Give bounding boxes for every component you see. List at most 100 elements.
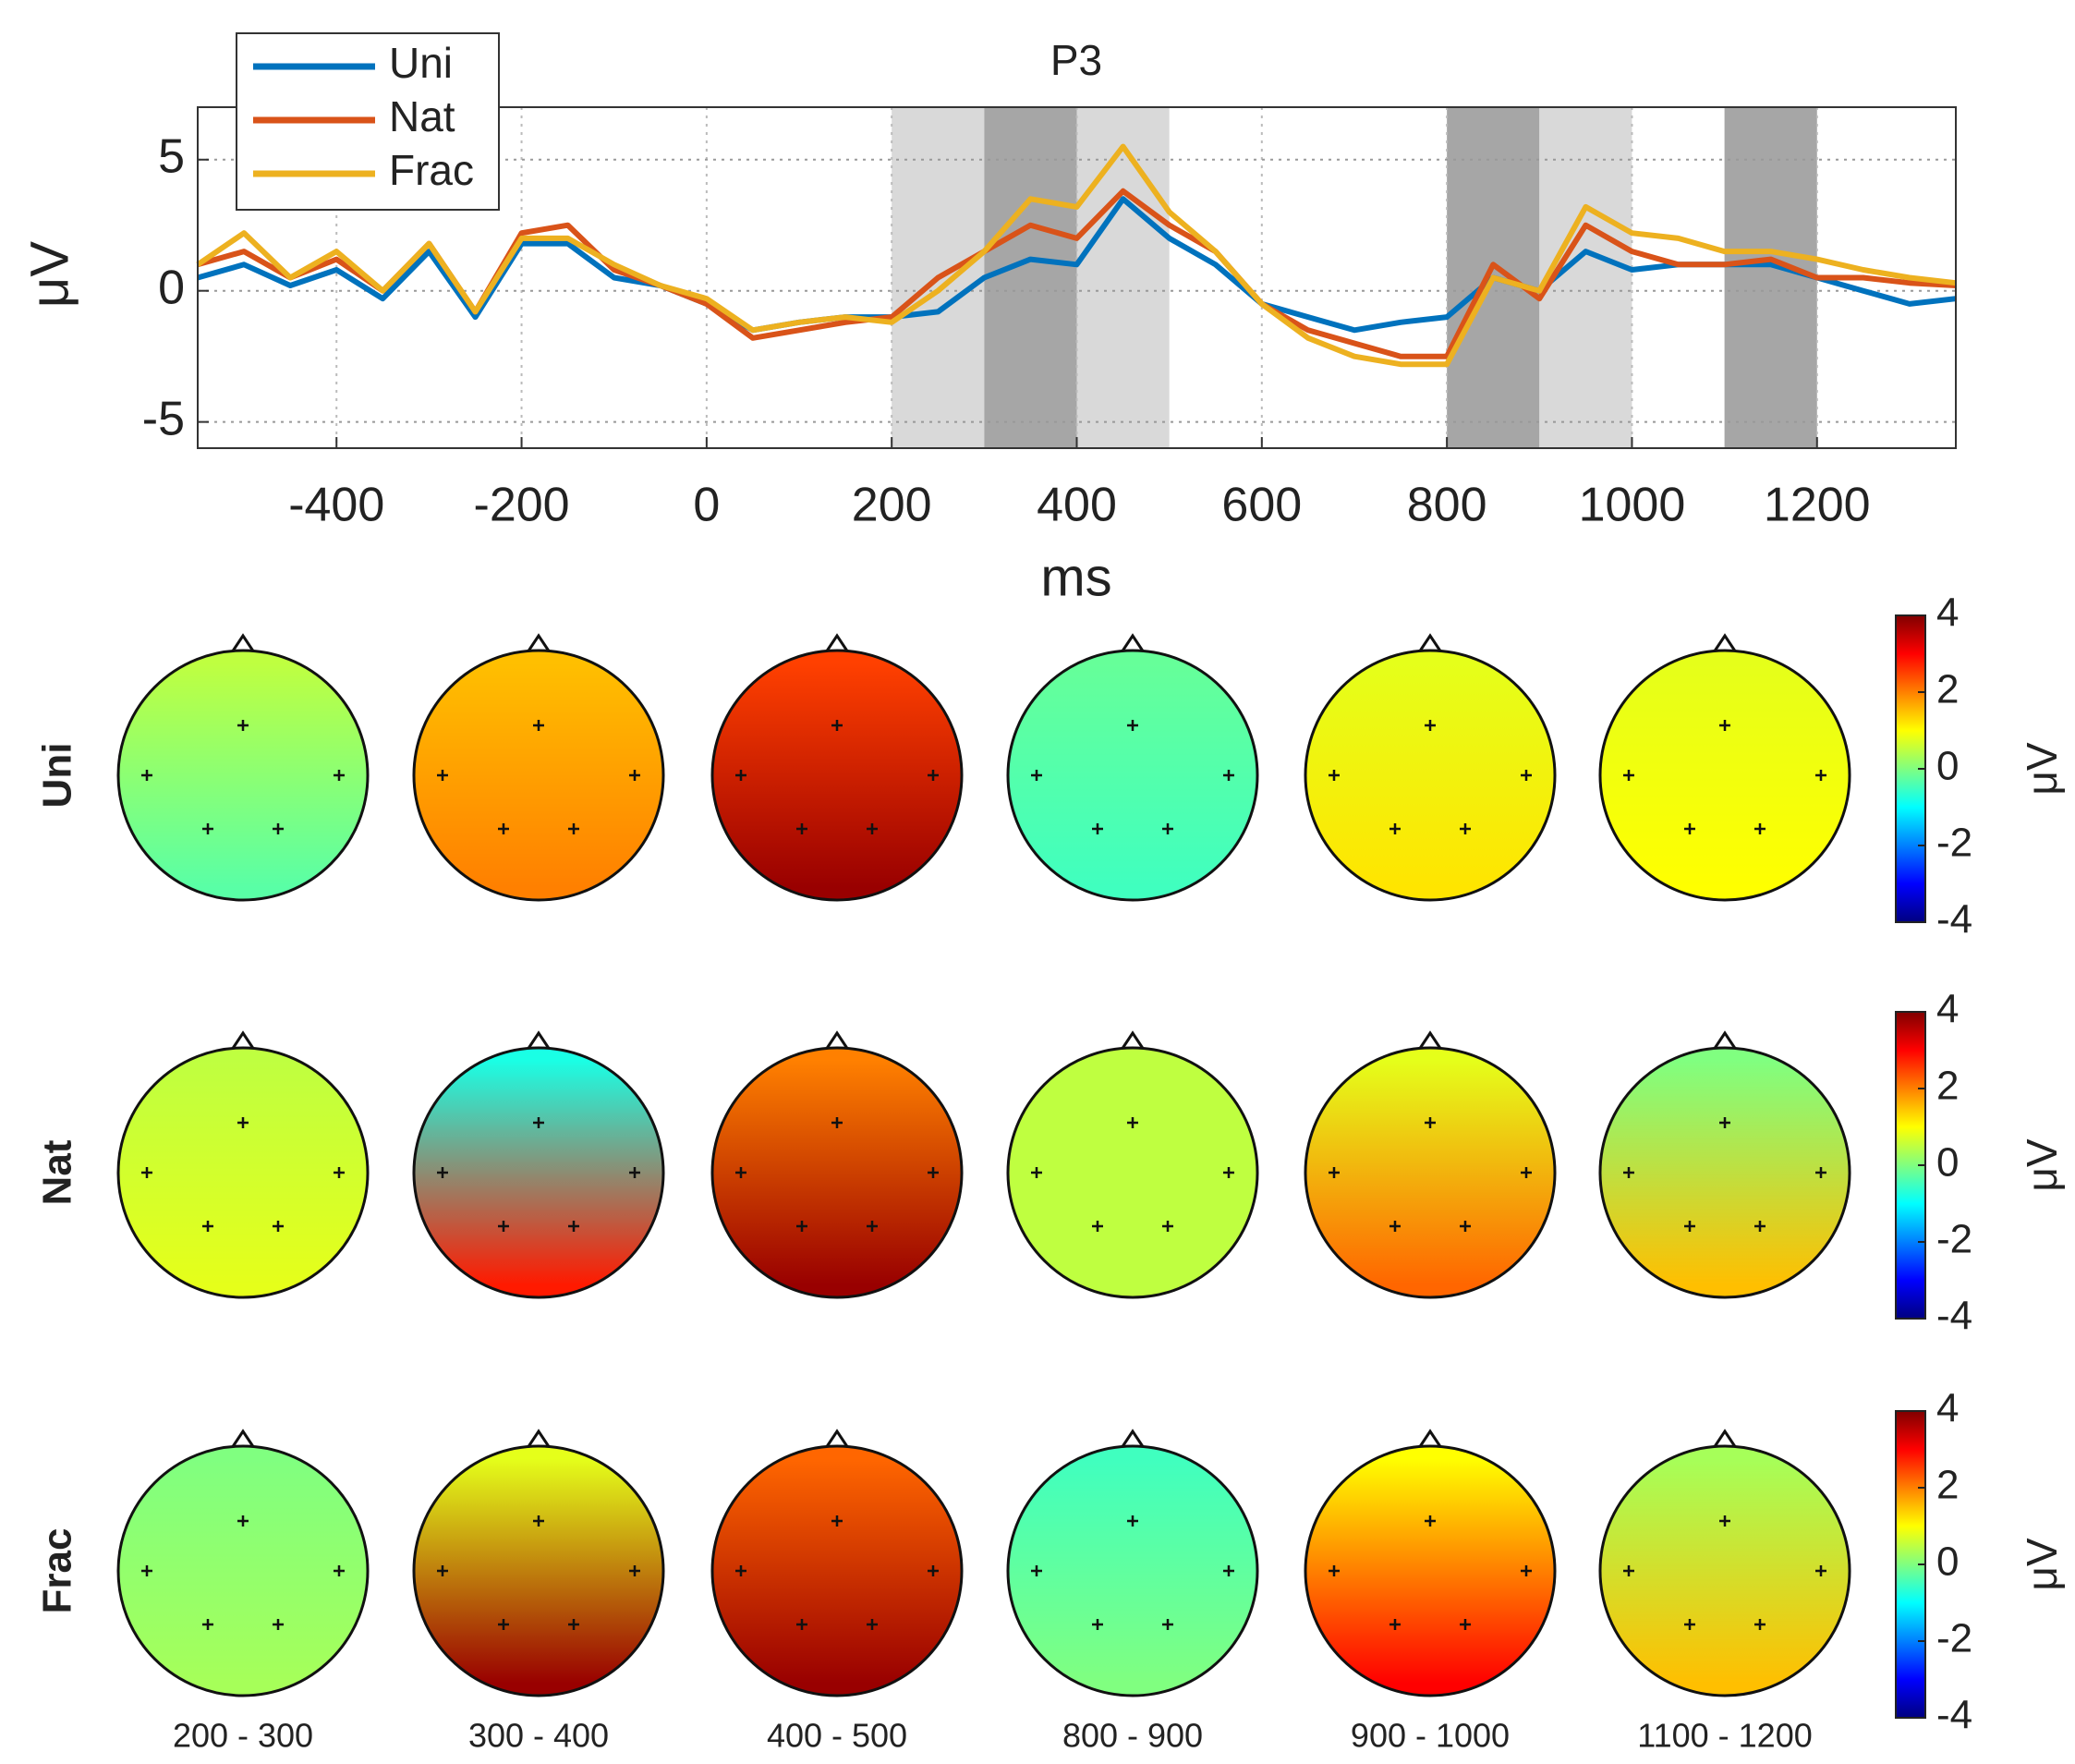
electrode: [1425, 720, 1436, 731]
nose: [1712, 1429, 1738, 1449]
colorbar-tick-label: 2: [1936, 667, 1959, 712]
colorbar-tick-label: 4: [1936, 987, 1959, 1032]
colorbar-tick-label: 2: [1936, 1064, 1959, 1109]
electrode: [202, 1619, 213, 1630]
electrode: [1521, 1565, 1532, 1576]
window-label: 300 - 400: [468, 1717, 609, 1755]
electrode: [1092, 1221, 1103, 1232]
electrode: [1623, 1167, 1634, 1178]
electrode: [735, 1565, 746, 1576]
electrode: [629, 1167, 640, 1178]
topomap: [1598, 649, 1851, 902]
row-label: Frac: [35, 1528, 80, 1614]
electrode: [334, 1565, 345, 1576]
electrode: [1127, 1117, 1138, 1128]
window-label: 900 - 1000: [1351, 1717, 1510, 1755]
electrode: [1754, 823, 1766, 834]
chart-title: P3: [1050, 36, 1102, 84]
electrode: [1719, 720, 1730, 731]
x-tick-label: -200: [474, 479, 570, 532]
colorbar-tick-label: 4: [1936, 1386, 1959, 1431]
electrode: [1684, 823, 1695, 834]
topomap: [1304, 1046, 1557, 1299]
topomap: [710, 1444, 964, 1697]
nose: [1120, 633, 1146, 653]
data-line: [197, 196, 1957, 334]
electrode: [1521, 1167, 1532, 1178]
x-tick-label: 400: [1037, 479, 1117, 532]
x-tick-label: 0: [693, 479, 720, 532]
electrode: [1329, 1565, 1340, 1576]
electrode: [437, 770, 448, 781]
electrode: [1815, 1167, 1826, 1178]
electrode: [334, 770, 345, 781]
topomap: [1304, 649, 1557, 902]
data-line: [196, 143, 1957, 368]
electrode: [1092, 823, 1103, 834]
electrode: [1127, 720, 1138, 731]
electrode: [1425, 1117, 1436, 1128]
topomap: [116, 649, 370, 902]
electrode: [273, 823, 284, 834]
colorbar-label: μV: [2018, 1138, 2066, 1192]
electrode: [533, 1117, 544, 1128]
nose: [526, 1030, 552, 1051]
electrode: [867, 1619, 878, 1630]
topomap: [1006, 1444, 1259, 1697]
electrode: [1127, 1515, 1138, 1527]
row-label: Nat: [35, 1139, 80, 1205]
electrode: [1815, 770, 1826, 781]
colorbar-tick-label: -2: [1936, 1616, 1972, 1661]
electrode: [1521, 770, 1532, 781]
y-axis-label: μV: [19, 241, 79, 308]
electrode: [867, 1221, 878, 1232]
x-tick-label: 600: [1221, 479, 1302, 532]
topomap: [1598, 1046, 1851, 1299]
electrode: [273, 1619, 284, 1630]
electrode: [629, 770, 640, 781]
electrode: [1329, 1167, 1340, 1178]
electrode: [498, 1619, 509, 1630]
electrode: [1460, 1619, 1471, 1630]
y-tick-label: 5: [158, 130, 185, 184]
electrode: [237, 720, 249, 731]
electrode: [1460, 823, 1471, 834]
x-tick-label: 200: [852, 479, 932, 532]
topomap: [116, 1046, 370, 1299]
electrode: [735, 1167, 746, 1178]
colorbar-tick-label: -4: [1936, 897, 1972, 943]
nose: [1417, 1030, 1443, 1051]
nose: [1417, 633, 1443, 653]
nose: [1417, 1429, 1443, 1449]
electrode: [1031, 1565, 1042, 1576]
electrode: [498, 1221, 509, 1232]
time-window: [1724, 107, 1817, 448]
electrode: [533, 720, 544, 731]
electrode: [1815, 1565, 1826, 1576]
electrode: [1031, 1167, 1042, 1178]
topomap: [412, 1444, 665, 1697]
electrode: [237, 1515, 249, 1527]
electrode: [831, 1117, 843, 1128]
colorbar-tick-label: 0: [1936, 744, 1959, 789]
electrode: [1092, 1619, 1103, 1630]
colorbar-label: μV: [2018, 1538, 2066, 1591]
electrode: [735, 770, 746, 781]
electrode: [1223, 770, 1234, 781]
electrode: [1719, 1515, 1730, 1527]
electrode: [1389, 1619, 1401, 1630]
electrode: [1329, 770, 1340, 781]
electrode: [796, 1619, 807, 1630]
x-tick-label: 1000: [1579, 479, 1686, 532]
nose: [1712, 1030, 1738, 1051]
electrode: [437, 1167, 448, 1178]
electrode: [1162, 823, 1173, 834]
electrode: [202, 823, 213, 834]
topomap: [1006, 1046, 1259, 1299]
window-label: 400 - 500: [767, 1717, 907, 1755]
colorbar-tick-label: 0: [1936, 1140, 1959, 1186]
window-label: 1100 - 1200: [1637, 1717, 1813, 1755]
electrode: [1389, 823, 1401, 834]
nose: [1120, 1429, 1146, 1449]
topomap: [1006, 649, 1259, 902]
